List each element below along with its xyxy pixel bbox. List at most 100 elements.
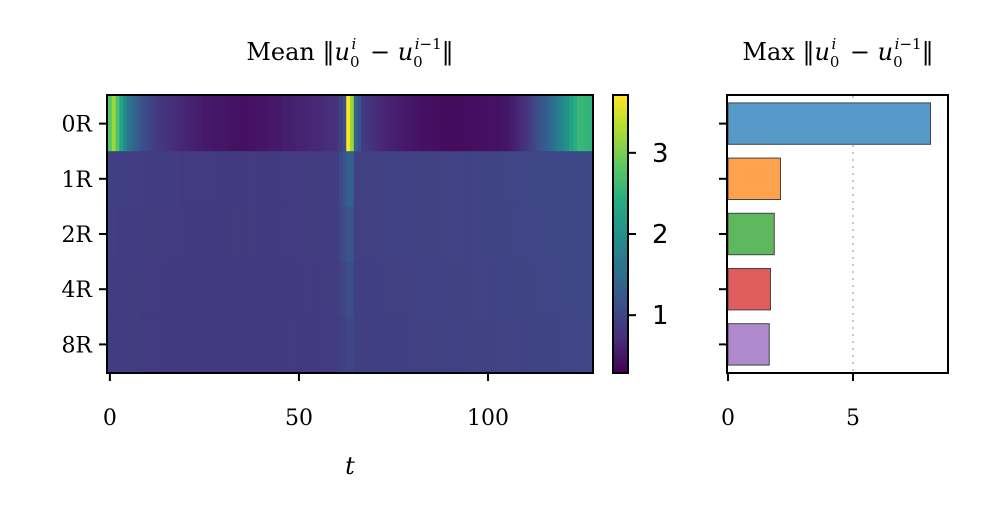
heatmap-cell: [217, 151, 223, 207]
heatmap-cell: [410, 316, 415, 373]
heatmap-cell: [304, 96, 310, 152]
heatmap-cell: [474, 261, 480, 318]
heatmap-cell: [391, 261, 396, 318]
heatmap-cell: [391, 316, 396, 373]
heatmap-cell: [444, 206, 449, 263]
heatmap-cell: [176, 261, 181, 318]
heatmap-cell: [210, 261, 215, 318]
heatmap-cell: [346, 151, 351, 207]
heatmap-cell: [119, 206, 124, 263]
heatmap-cell: [183, 151, 189, 207]
heatmap-cell: [281, 151, 287, 207]
heatmap-cell: [505, 316, 510, 373]
heatmap-cell: [391, 206, 396, 263]
heatmap-cell: [130, 316, 136, 373]
heatmap-cell: [380, 316, 385, 373]
heatmap-cell: [493, 261, 499, 318]
heatmap-cell: [270, 206, 275, 263]
heatmap-cell: [342, 316, 347, 373]
heatmap-cell: [247, 261, 253, 318]
heatmap-cell: [138, 261, 143, 318]
heatmap-cell: [259, 316, 264, 373]
heatmap-cell: [402, 151, 408, 207]
heatmap-cell: [142, 151, 147, 207]
heatmap-cell: [471, 151, 476, 207]
heatmap-cell: [123, 261, 128, 318]
heatmap-cell: [172, 96, 177, 152]
heatmap-cell: [486, 206, 491, 263]
heatmap-cell: [138, 206, 143, 263]
heatmap-cell: [164, 151, 170, 207]
heatmap-cell: [573, 206, 578, 263]
heatmap-cell: [387, 316, 393, 373]
heatmap-cell: [584, 206, 589, 263]
heatmap-cell: [300, 151, 306, 207]
heatmap-cell: [217, 316, 223, 373]
heatmap-cell: [176, 316, 181, 373]
colorbar: 1 2 3: [612, 94, 669, 374]
heatmap-cell: [372, 96, 378, 152]
colorbar-tick-label: 1: [652, 301, 669, 331]
heatmap-cell: [474, 151, 480, 207]
heatmap-cell: [557, 316, 563, 373]
heatmap-cell: [160, 206, 166, 263]
heatmap-cell: [331, 151, 336, 207]
heatmap-cell: [565, 261, 570, 318]
heatmap-title: Mean ‖u0i − u0i−1‖: [246, 35, 453, 71]
heatmap-cell: [225, 316, 230, 373]
heatmap-cell: [315, 316, 321, 373]
heatmap-cell: [410, 151, 415, 207]
heatmap-cell: [281, 261, 287, 318]
heatmap-cell: [542, 316, 548, 373]
heatmap-cell: [459, 316, 465, 373]
heatmap-cell: [365, 206, 370, 263]
heatmap-cell: [300, 261, 306, 318]
heatmap-cell: [353, 261, 359, 318]
heatmap-cell: [266, 151, 272, 207]
heatmap-cell: [183, 96, 189, 152]
heatmap-cell: [308, 96, 313, 152]
heatmap-cell: [482, 206, 487, 263]
heatmap-cell: [149, 316, 154, 373]
heatmap-cell: [550, 96, 555, 152]
heatmap-cell: [391, 96, 396, 152]
heatmap-cell: [557, 151, 563, 207]
heatmap-cell: [418, 261, 423, 318]
heatmap-cell: [501, 206, 506, 263]
heatmap-cell: [327, 206, 332, 263]
heatmap-cell: [247, 151, 253, 207]
heatmap-cell: [554, 316, 559, 373]
heatmap-cell: [546, 96, 552, 152]
heatmap-cell: [561, 316, 567, 373]
heatmap-cell: [319, 261, 325, 318]
heatmap-cell: [176, 96, 181, 152]
heatmap-cell: [399, 261, 404, 318]
heatmap-cell: [402, 96, 408, 152]
heatmap-cell: [164, 206, 170, 263]
heatmap-cell: [119, 151, 124, 207]
heatmap-cell: [421, 316, 427, 373]
heatmap-cell: [221, 206, 226, 263]
heatmap-cell: [505, 151, 510, 207]
heatmap-cell: [221, 96, 226, 152]
heatmap-cell: [334, 206, 340, 263]
heatmap-cell: [145, 206, 151, 263]
heatmap-cell: [108, 151, 113, 207]
heatmap-cell: [501, 261, 506, 318]
heatmap-cell: [486, 316, 491, 373]
heatmap-cell: [557, 261, 563, 318]
heatmap-cell: [187, 206, 192, 263]
heatmap-cell: [251, 316, 257, 373]
heatmap-cell: [115, 316, 120, 373]
heatmap-cell: [164, 96, 170, 152]
heatmap-y-tick-label: 2R: [61, 223, 93, 248]
heatmap-cell: [229, 261, 234, 318]
heatmap-cell: [380, 151, 385, 207]
heatmap-cell: [289, 96, 294, 152]
heatmap-cell: [229, 206, 234, 263]
heatmap-cell: [482, 151, 487, 207]
heatmap-cell: [452, 206, 457, 263]
heatmap-x-tick-label: 0: [103, 406, 117, 431]
heatmap-cell: [278, 206, 283, 263]
